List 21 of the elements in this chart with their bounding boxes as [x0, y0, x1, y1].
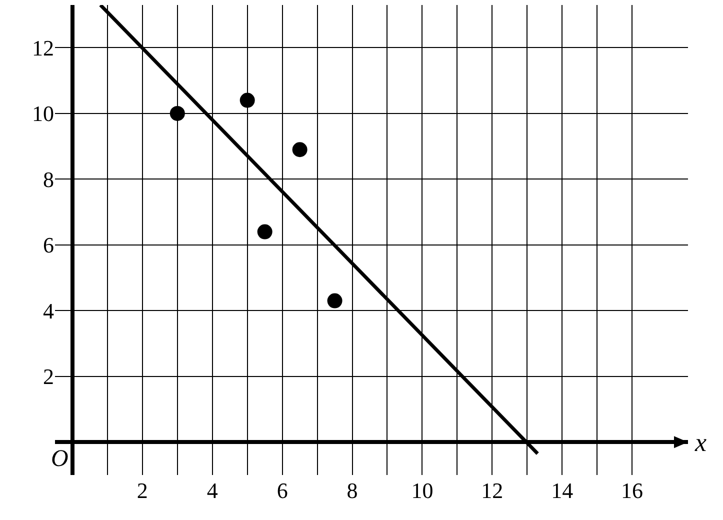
- x-tick-label: 6: [276, 478, 288, 503]
- x-tick-label: 16: [621, 478, 644, 503]
- y-tick-label: 8: [43, 166, 54, 192]
- point: [170, 106, 185, 121]
- x-tick-label: 12: [481, 478, 504, 503]
- point: [257, 224, 272, 240]
- annotation: O: [51, 446, 68, 472]
- x-axis-title: x: [694, 428, 707, 457]
- point: [327, 293, 342, 308]
- y-tick-label: 2: [43, 364, 54, 390]
- point: [240, 92, 255, 108]
- x-tick-label: 2: [136, 478, 148, 503]
- y-tick-label: 10: [32, 101, 54, 126]
- y-tick-label: 12: [32, 35, 54, 60]
- x-tick-label: 4: [206, 478, 218, 503]
- point: [292, 142, 308, 158]
- x-tick-label: 10: [411, 478, 434, 503]
- y-tick-label: 4: [43, 298, 54, 324]
- y-tick-label: 6: [43, 232, 54, 258]
- x-tick-label: 14: [551, 478, 574, 503]
- x-tick-label: 8: [346, 478, 358, 503]
